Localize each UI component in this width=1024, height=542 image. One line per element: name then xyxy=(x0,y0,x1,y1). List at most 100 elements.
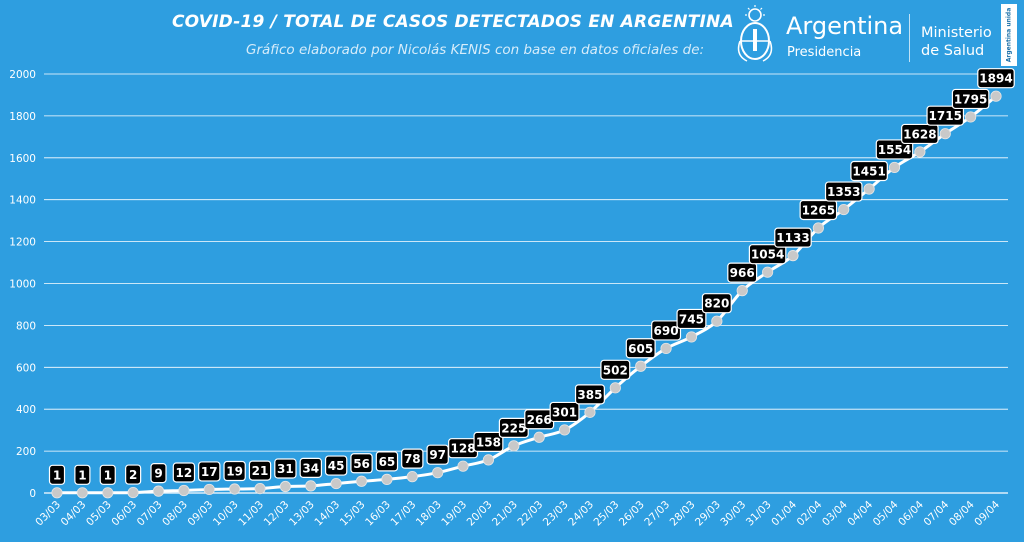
data-point xyxy=(761,266,774,278)
data-label-box xyxy=(676,308,707,330)
data-label: 78 xyxy=(401,448,424,469)
data-label: 1265 xyxy=(799,199,838,221)
y-tick-label: 1800 xyxy=(9,111,36,123)
data-label-value: 34 xyxy=(302,461,319,475)
data-label-box xyxy=(727,262,758,283)
data-label-value: 266 xyxy=(527,413,552,427)
data-label-value: 605 xyxy=(628,342,653,356)
data-label-value: 158 xyxy=(476,435,501,449)
argentina-unida-text: Argentina unida xyxy=(1005,7,1013,63)
data-label-box xyxy=(223,460,246,482)
data-label-value: 19 xyxy=(226,465,243,479)
data-label-box xyxy=(248,460,272,481)
x-tick-label: 06/04 xyxy=(896,498,926,528)
data-point xyxy=(660,342,672,355)
data-point xyxy=(965,111,977,123)
data-label-value: 745 xyxy=(679,312,704,326)
data-point xyxy=(482,454,495,466)
data-label-value: 225 xyxy=(501,421,526,435)
data-label: 97 xyxy=(426,444,449,465)
data-point xyxy=(76,487,88,499)
y-tick-label: 0 xyxy=(29,488,36,500)
data-label-box xyxy=(799,199,838,221)
data-point xyxy=(685,331,698,343)
ministerio-text: Ministerio de Salud xyxy=(921,24,992,60)
data-label: 1554 xyxy=(875,139,914,160)
data-label-value: 1 xyxy=(53,468,61,482)
data-label: 9 xyxy=(150,463,167,484)
x-tick-label: 04/04 xyxy=(845,498,875,528)
data-label: 12 xyxy=(172,462,196,483)
argentina-seal-icon xyxy=(737,5,773,62)
data-label-box xyxy=(701,293,732,314)
data-label: 385 xyxy=(574,384,605,405)
x-tick-label: 05/03 xyxy=(84,499,114,529)
data-point xyxy=(888,161,901,174)
data-label-value: 301 xyxy=(552,405,577,419)
x-tick-label: 18/03 xyxy=(414,499,444,529)
data-label: 34 xyxy=(299,457,322,478)
data-label: 225 xyxy=(498,417,529,438)
data-label: 1894 xyxy=(977,68,1015,89)
data-point xyxy=(609,382,621,394)
data-label-value: 966 xyxy=(730,266,755,280)
x-tick-label: 19/03 xyxy=(439,499,469,529)
y-tick-label: 200 xyxy=(16,446,36,458)
x-tick-label: 30/03 xyxy=(718,499,748,529)
data-label-box xyxy=(324,455,348,476)
data-label-value: 820 xyxy=(704,297,729,311)
data-label: 31 xyxy=(274,458,297,479)
data-label: 266 xyxy=(524,409,555,430)
data-label: 128 xyxy=(448,438,479,459)
data-point xyxy=(508,440,520,452)
data-point xyxy=(381,473,393,485)
presidencia-text: Presidencia xyxy=(787,45,862,60)
data-labels: 1 1 1 2 9 12 17 19 21 31 34 45 56 65 78 97 128 1582252663… xyxy=(48,68,1015,485)
data-label: 2 xyxy=(125,464,142,485)
argentina-logo-text: Argentina xyxy=(786,12,904,40)
data-point xyxy=(279,480,292,493)
x-tick-label: 14/03 xyxy=(312,499,342,529)
data-point xyxy=(406,471,418,483)
chart-subtitle: Gráfico elaborado por Nicolás KENIS con … xyxy=(246,42,705,58)
data-label: 1 xyxy=(74,464,91,485)
data-label-box xyxy=(375,451,399,472)
x-tick-label: 06/03 xyxy=(109,499,139,529)
y-tick-label: 2000 xyxy=(9,69,36,81)
data-label: 1795 xyxy=(951,88,990,110)
x-tick-label: 10/03 xyxy=(211,499,241,529)
data-label-box xyxy=(350,453,373,474)
data-label-box xyxy=(473,431,504,452)
x-tick-label: 29/03 xyxy=(693,499,723,529)
x-tick-label: 12/03 xyxy=(262,499,292,529)
data-label: 301 xyxy=(549,401,580,423)
logo-divider xyxy=(909,14,910,62)
x-tick-label: 28/03 xyxy=(668,499,698,529)
data-label: 1353 xyxy=(824,181,863,202)
x-tick-label: 25/03 xyxy=(592,499,622,529)
x-tick-label: 08/04 xyxy=(947,498,977,528)
grid-lines xyxy=(44,73,1008,494)
data-point xyxy=(178,484,190,497)
data-label-value: 12 xyxy=(176,466,193,480)
data-label-value: 128 xyxy=(451,442,476,456)
data-label-value: 1894 xyxy=(979,72,1012,86)
data-label: 1628 xyxy=(901,123,939,145)
data-point xyxy=(457,460,469,472)
x-tick-label: 04/03 xyxy=(59,499,89,529)
x-tick-label: 03/04 xyxy=(820,498,850,528)
x-tick-label: 31/03 xyxy=(744,499,774,529)
series-points xyxy=(51,90,1002,499)
data-label: 745 xyxy=(676,308,707,330)
data-point xyxy=(51,487,63,499)
data-label-box xyxy=(951,88,990,110)
data-point xyxy=(533,431,545,443)
data-label-box xyxy=(150,463,167,484)
x-tick-label: 11/03 xyxy=(236,499,266,529)
data-label: 158 xyxy=(473,431,504,452)
data-label-value: 21 xyxy=(252,464,269,478)
data-point xyxy=(863,183,875,195)
y-tick-label: 1400 xyxy=(9,195,36,207)
data-label-value: 45 xyxy=(328,459,345,473)
data-label-value: 1554 xyxy=(878,143,911,157)
